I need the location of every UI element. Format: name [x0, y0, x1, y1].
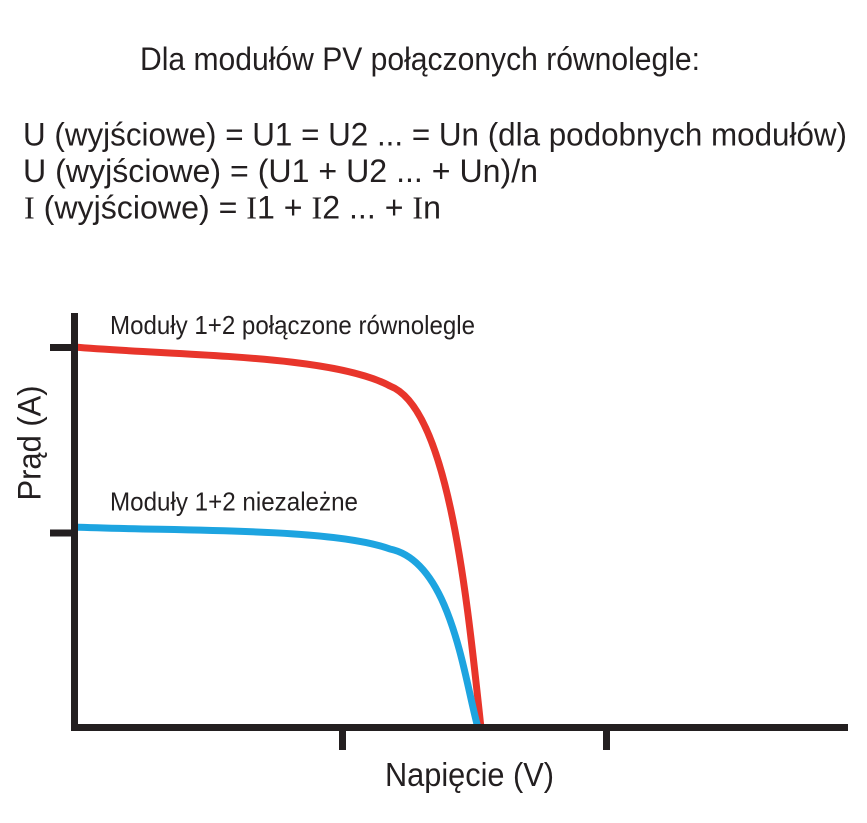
svg-text:Moduły 1+2 niezależne: Moduły 1+2 niezależne [110, 487, 358, 517]
svg-text:Napięcie (V): Napięcie (V) [385, 756, 554, 793]
svg-text:U (wyjściowe) = (U1 + U2 ... +: U (wyjściowe) = (U1 + U2 ... + Un)/n [23, 153, 538, 189]
svg-text:U (wyjściowe) = U1 = U2 ... =: U (wyjściowe) = U1 = U2 ... = Un (dla po… [23, 117, 847, 153]
svg-text:I (wyjściowe) = I1 + I2 ... +: I (wyjściowe) = I1 + I2 ... + In [24, 190, 441, 226]
svg-text:Moduły 1+2 połączone równolegl: Moduły 1+2 połączone równolegle [110, 310, 475, 340]
svg-text:Prąd (A): Prąd (A) [12, 386, 48, 501]
svg-text:Dla modułów PV połączonych rów: Dla modułów PV połączonych równolegle: [140, 41, 700, 77]
